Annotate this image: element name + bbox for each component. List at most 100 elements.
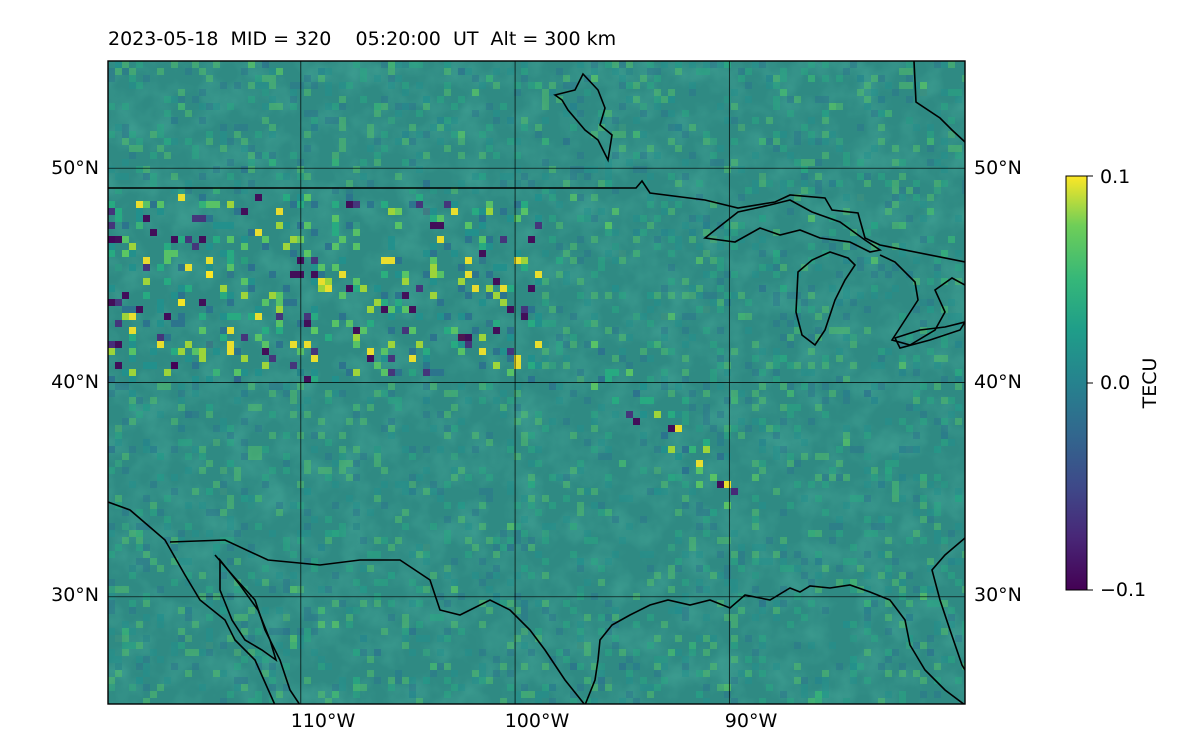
tec-pixel [185, 110, 192, 117]
tec-pixel [423, 180, 430, 187]
tec-pixel [927, 565, 934, 572]
tec-pixel [472, 285, 479, 292]
tec-pixel [339, 257, 346, 264]
tec-pixel [934, 355, 941, 362]
tec-pixel [759, 264, 766, 271]
tec-pixel [822, 397, 829, 404]
tec-pixel [577, 292, 584, 299]
tec-pixel [283, 173, 290, 180]
tec-pixel [584, 89, 591, 96]
tec-pixel [927, 138, 934, 145]
tec-pixel [689, 229, 696, 236]
tec-pixel [766, 558, 773, 565]
tec-pixel [703, 516, 710, 523]
tec-pixel [507, 488, 514, 495]
tec-pixel [199, 467, 206, 474]
tec-pixel [703, 306, 710, 313]
tec-pixel [213, 166, 220, 173]
tec-pixel [444, 572, 451, 579]
tec-pixel [171, 418, 178, 425]
tec-pixel [115, 425, 122, 432]
tec-pixel [276, 103, 283, 110]
tec-pixel [605, 446, 612, 453]
tec-pixel [227, 250, 234, 257]
tec-pixel [290, 201, 297, 208]
tec-pixel [941, 418, 948, 425]
tec-pixel [731, 656, 738, 663]
tec-pixel [458, 313, 465, 320]
tec-pixel [248, 383, 255, 390]
tec-pixel [591, 383, 598, 390]
tec-pixel [549, 187, 556, 194]
tec-pixel [647, 579, 654, 586]
tec-pixel [626, 68, 633, 75]
tec-pixel [388, 82, 395, 89]
tec-pixel [675, 474, 682, 481]
tec-pixel [178, 607, 185, 614]
tec-pixel [598, 565, 605, 572]
tec-pixel [647, 222, 654, 229]
tec-pixel [535, 698, 542, 704]
tec-pixel [129, 418, 136, 425]
tec-pixel [402, 446, 409, 453]
tec-pixel [444, 677, 451, 684]
tec-pixel [843, 390, 850, 397]
tec-pixel [577, 376, 584, 383]
lat-tick-label-right: 40°N [974, 371, 1022, 393]
tec-pixel [206, 460, 213, 467]
tec-pixel [122, 68, 129, 75]
tec-pixel [444, 502, 451, 509]
tec-pixel [549, 362, 556, 369]
tec-pixel [549, 418, 556, 425]
tec-pixel [927, 278, 934, 285]
tec-pixel [598, 684, 605, 691]
tec-pixel [444, 82, 451, 89]
tec-pixel [570, 467, 577, 474]
tec-pixel [948, 299, 955, 306]
tec-pixel [563, 474, 570, 481]
tec-pixel [899, 313, 906, 320]
tec-pixel [563, 495, 570, 502]
tec-pixel [318, 418, 325, 425]
tec-pixel [542, 600, 549, 607]
tec-pixel [206, 376, 213, 383]
tec-pixel [941, 278, 948, 285]
tec-pixel [115, 460, 122, 467]
tec-pixel [304, 222, 311, 229]
tec-pixel [535, 446, 542, 453]
tec-pixel [514, 502, 521, 509]
tec-pixel [549, 698, 556, 704]
tec-pixel [143, 635, 150, 642]
tec-pixel [836, 355, 843, 362]
tec-pixel [591, 166, 598, 173]
tec-pixel [304, 460, 311, 467]
tec-pixel [535, 551, 542, 558]
tec-pixel [227, 439, 234, 446]
tec-pixel [486, 572, 493, 579]
tec-pixel [640, 131, 647, 138]
tec-pixel [696, 425, 703, 432]
tec-pixel [241, 677, 248, 684]
tec-pixel [703, 222, 710, 229]
tec-pixel [724, 432, 731, 439]
tec-pixel [556, 474, 563, 481]
tec-pixel [283, 544, 290, 551]
tec-pixel [346, 201, 353, 208]
tec-pixel [213, 103, 220, 110]
tec-pixel [521, 411, 528, 418]
tec-pixel [549, 684, 556, 691]
tec-pixel [143, 635, 150, 642]
tec-pixel [185, 670, 192, 677]
tec-pixel [276, 299, 283, 306]
tec-pixel [332, 691, 339, 698]
tec-pixel [353, 509, 360, 516]
tec-pixel [521, 495, 528, 502]
tec-pixel [556, 68, 563, 75]
tec-pixel [591, 341, 598, 348]
tec-pixel [325, 117, 332, 124]
tec-pixel [472, 544, 479, 551]
tec-pixel [122, 586, 129, 593]
tec-pixel [318, 68, 325, 75]
tec-pixel [836, 523, 843, 530]
tec-pixel [479, 362, 486, 369]
